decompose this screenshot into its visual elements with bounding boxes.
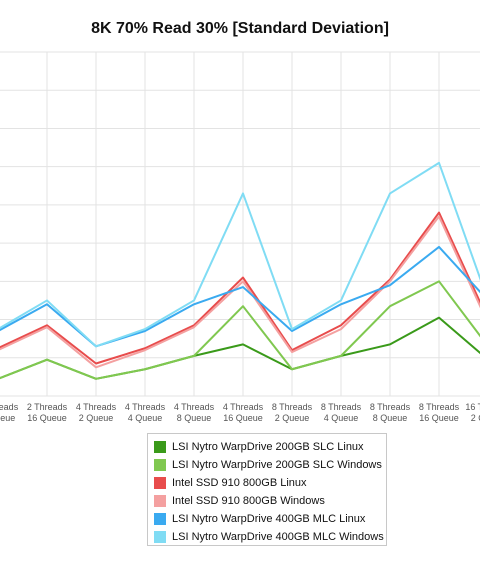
x-tick-label: 8 Queue xyxy=(177,413,212,423)
x-tick-label: 8 Threads xyxy=(419,402,460,412)
legend-item: Intel SSD 910 800GB Linux xyxy=(148,474,386,492)
x-tick-label: 8 Threads xyxy=(272,402,313,412)
x-tick-label: 4 Threads xyxy=(125,402,166,412)
x-tick-label: 16 Queue xyxy=(223,413,263,423)
legend: LSI Nytro WarpDrive 200GB SLC Linux LSI … xyxy=(147,433,387,546)
x-tick-label: 4 Queue xyxy=(324,413,359,423)
x-tick-label: 2 Queue xyxy=(79,413,114,423)
legend-item: LSI Nytro WarpDrive 400GB MLC Windows xyxy=(148,528,386,546)
legend-swatch xyxy=(154,513,166,525)
x-tick-label: 16 Queue xyxy=(419,413,459,423)
x-tick-label: 8 Threads xyxy=(370,402,411,412)
x-tick-label: 4 Queue xyxy=(128,413,163,423)
series-line xyxy=(0,211,480,365)
series-line xyxy=(0,215,480,369)
x-tick-label: 8 Queue xyxy=(0,413,15,423)
x-tick-label: 8 Threads xyxy=(321,402,362,412)
legend-swatch xyxy=(154,477,166,489)
legend-swatch xyxy=(154,531,166,543)
legend-swatch xyxy=(154,495,166,507)
x-tick-label: 4 Threads xyxy=(174,402,215,412)
legend-label: LSI Nytro WarpDrive 200GB SLC Windows xyxy=(172,459,382,471)
legend-label: LSI Nytro WarpDrive 200GB SLC Linux xyxy=(172,441,364,453)
x-tick-label: 4 Threads xyxy=(223,402,264,412)
legend-item: LSI Nytro WarpDrive 200GB SLC Linux xyxy=(148,438,386,456)
legend-item: LSI Nytro WarpDrive 200GB SLC Windows xyxy=(148,456,386,474)
chart-title: 8K 70% Read 30% [Standard Deviation] xyxy=(91,20,389,37)
x-tick-label: 2 Queue xyxy=(471,413,480,423)
legend-label: LSI Nytro WarpDrive 400GB MLC Windows xyxy=(172,531,384,543)
legend-item: Intel SSD 910 800GB Windows xyxy=(148,492,386,510)
x-tick-label: 2 Queue xyxy=(275,413,310,423)
series-line xyxy=(0,161,480,348)
legend-label: Intel SSD 910 800GB Linux xyxy=(172,477,307,489)
x-tick-label: 2 Threads xyxy=(0,402,19,412)
legend-swatch xyxy=(154,441,166,453)
x-tick-label: 16 Threads xyxy=(465,402,480,412)
x-tick-label: 4 Threads xyxy=(76,402,117,412)
series-line xyxy=(0,280,480,380)
legend-item: LSI Nytro WarpDrive 400GB MLC Linux xyxy=(148,510,386,528)
legend-swatch xyxy=(154,459,166,471)
x-tick-label: 8 Queue xyxy=(373,413,408,423)
legend-label: Intel SSD 910 800GB Windows xyxy=(172,495,325,507)
series-lines xyxy=(0,161,480,380)
legend-label: LSI Nytro WarpDrive 400GB MLC Linux xyxy=(172,513,366,525)
x-tick-label: 2 Threads xyxy=(27,402,68,412)
x-tick-label: 16 Queue xyxy=(27,413,67,423)
